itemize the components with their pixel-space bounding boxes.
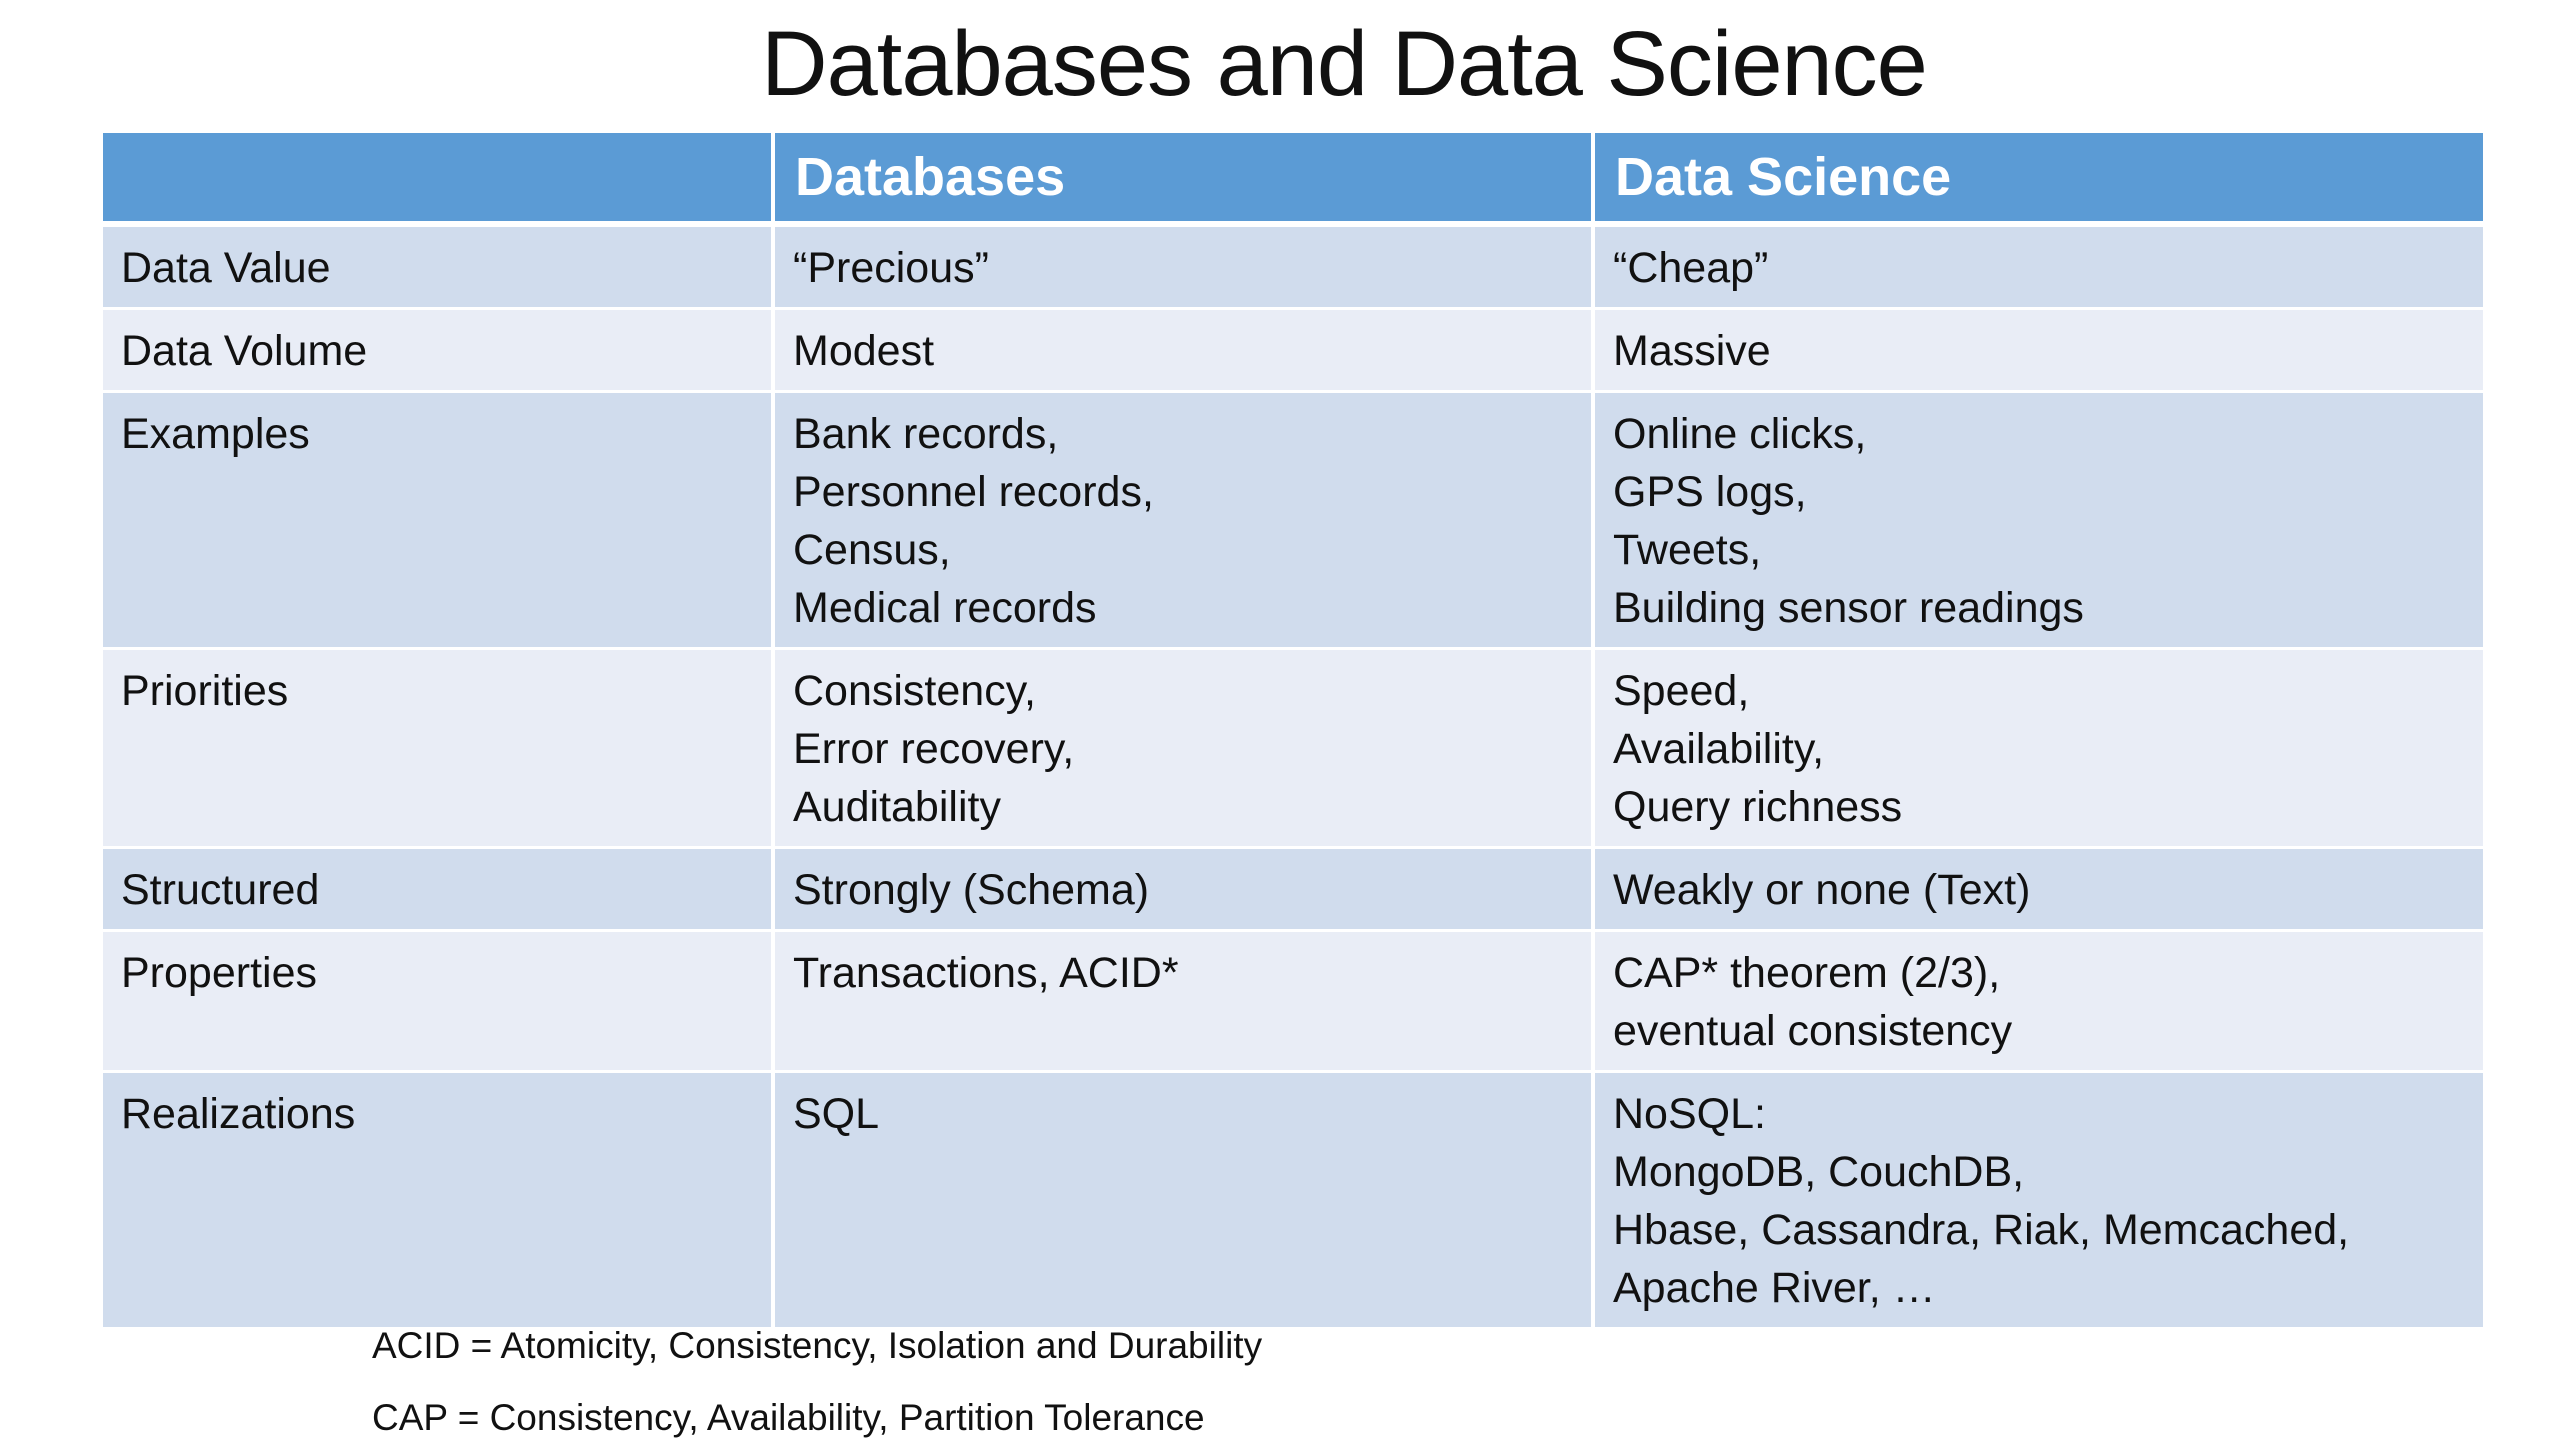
databases-cell: Bank records, Personnel records, Census,… bbox=[771, 390, 1593, 649]
row-label: Examples bbox=[103, 390, 773, 649]
row-label: Priorities bbox=[103, 647, 773, 848]
databases-cell: Strongly (Schema) bbox=[771, 846, 1593, 931]
databases-cell: Transactions, ACID* bbox=[771, 929, 1593, 1072]
row-label: Realizations bbox=[103, 1070, 773, 1327]
databases-cell: Consistency, Error recovery, Auditabilit… bbox=[771, 647, 1593, 848]
acid-footnote: ACID = Atomicity, Consistency, Isolation… bbox=[372, 1325, 1263, 1366]
data-science-cell: “Cheap” bbox=[1591, 222, 2483, 309]
databases-cell: “Precious” bbox=[771, 222, 1593, 309]
table-row-realizations: Realizations SQL NoSQL: MongoDB, CouchDB… bbox=[103, 1070, 2483, 1327]
databases-cell: Modest bbox=[771, 307, 1593, 392]
table-row-data-value: Data Value “Precious” “Cheap” bbox=[103, 222, 2483, 309]
table-row-examples: Examples Bank records, Personnel records… bbox=[103, 390, 2483, 649]
table-row-data-volume: Data Volume Modest Massive bbox=[103, 307, 2483, 392]
data-science-cell: CAP* theorem (2/3), eventual consistency bbox=[1591, 929, 2483, 1072]
cap-footnote: CAP = Consistency, Availability, Partiti… bbox=[372, 1397, 1205, 1438]
slide-title: Databases and Data Science bbox=[761, 13, 1928, 115]
comparison-table: Databases Data Science Data Value “Preci… bbox=[103, 133, 2483, 1327]
header-cell-databases: Databases bbox=[771, 133, 1593, 227]
header-cell-blank bbox=[103, 133, 773, 227]
table-row-structured: Structured Strongly (Schema) Weakly or n… bbox=[103, 846, 2483, 931]
data-science-cell: Speed, Availability, Query richness bbox=[1591, 647, 2483, 848]
databases-cell: SQL bbox=[771, 1070, 1593, 1327]
data-science-cell: Weakly or none (Text) bbox=[1591, 846, 2483, 931]
data-science-cell: NoSQL: MongoDB, CouchDB, Hbase, Cassandr… bbox=[1591, 1070, 2483, 1327]
row-label: Structured bbox=[103, 846, 773, 931]
footnotes: ACID = Atomicity, Consistency, Isolation… bbox=[372, 1310, 1262, 1454]
header-cell-data-science: Data Science bbox=[1591, 133, 2483, 227]
data-science-cell: Online clicks, GPS logs, Tweets, Buildin… bbox=[1591, 390, 2483, 649]
data-science-cell: Massive bbox=[1591, 307, 2483, 392]
table-row-priorities: Priorities Consistency, Error recovery, … bbox=[103, 647, 2483, 848]
row-label: Properties bbox=[103, 929, 773, 1072]
row-label: Data Volume bbox=[103, 307, 773, 392]
table-row-properties: Properties Transactions, ACID* CAP* theo… bbox=[103, 929, 2483, 1072]
comparison-table-container: Databases Data Science Data Value “Preci… bbox=[103, 133, 2483, 1327]
table-header-row: Databases Data Science bbox=[103, 133, 2483, 227]
row-label: Data Value bbox=[103, 222, 773, 309]
